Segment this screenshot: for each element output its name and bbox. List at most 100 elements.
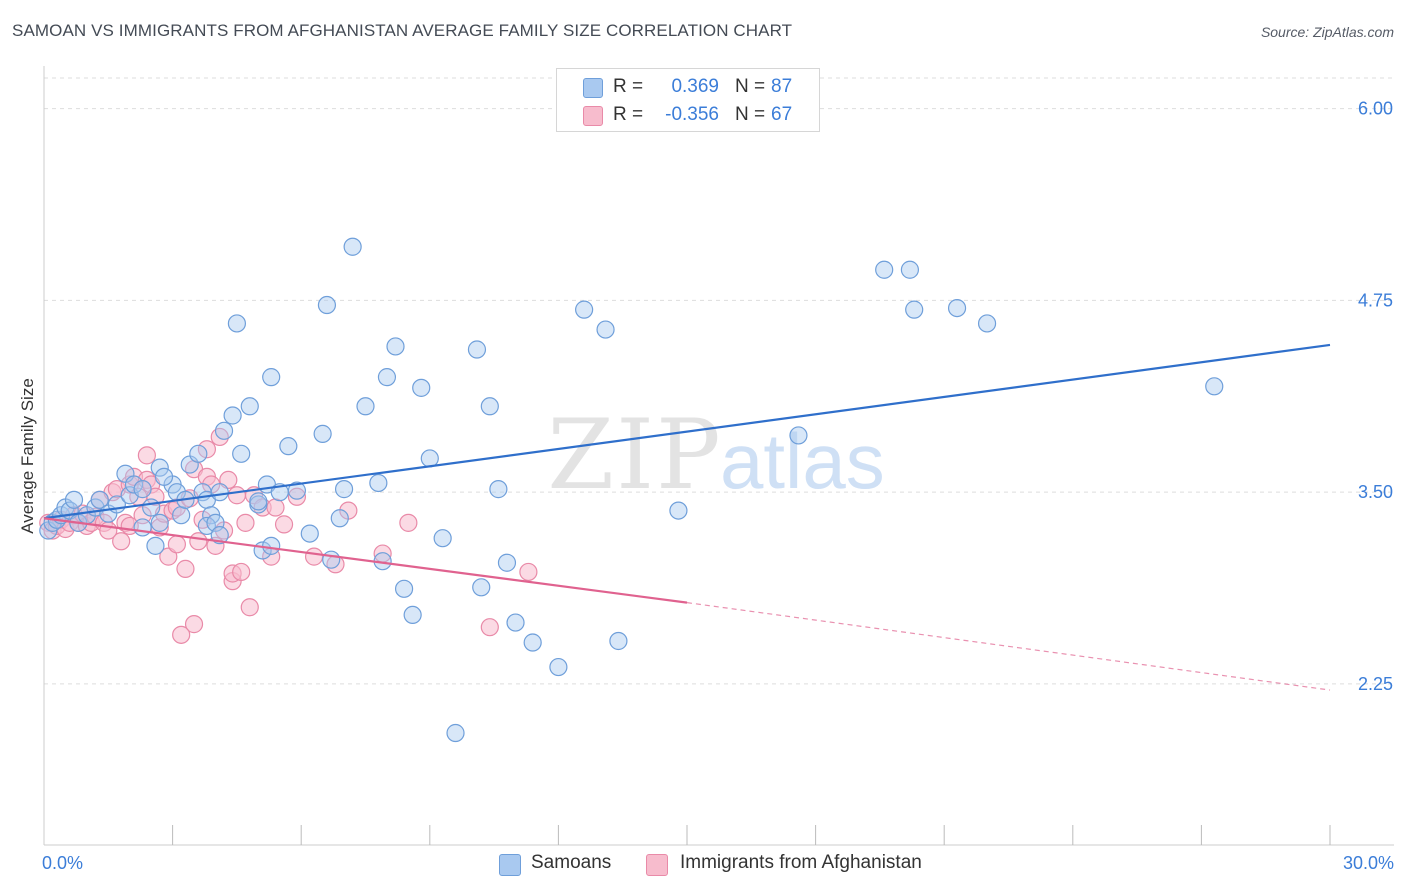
samoans-point — [249, 492, 268, 511]
samoans-point — [210, 526, 229, 545]
afghanistan-point — [266, 498, 285, 517]
samoans-point — [262, 368, 281, 387]
samoans-point — [150, 458, 169, 477]
afghanistan-swatch — [583, 106, 603, 126]
r-label: R = — [613, 76, 644, 97]
samoans-point — [343, 237, 362, 256]
afghanistan-point — [304, 547, 324, 566]
grid-lines — [44, 77, 1394, 685]
afghanistan-point — [112, 532, 131, 551]
chart-title: SAMOAN VS IMMIGRANTS FROM AFGHANISTAN AV… — [12, 21, 793, 40]
watermark-atlas: atlas — [720, 417, 885, 505]
samoans-point — [90, 490, 109, 509]
r-value: 0.369 — [671, 76, 719, 97]
samoans-trend-line — [43, 343, 1331, 520]
afghanistan-point — [184, 615, 204, 634]
samoans-point — [227, 314, 246, 333]
samoans-point — [334, 480, 354, 499]
samoans-point — [146, 536, 165, 555]
series-afghanistan-points — [39, 427, 538, 644]
watermark: ZIP atlas — [547, 399, 884, 511]
samoans-point — [223, 406, 242, 425]
samoans-point — [322, 550, 341, 569]
legend-swatch-samoans — [499, 854, 521, 876]
n-value: 67 — [771, 104, 793, 125]
samoans-point — [300, 524, 319, 543]
stats-box: R = 0.369 N = 87 R = -0.356 N = 67 — [556, 68, 820, 132]
legend-swatch-afghanistan — [646, 854, 668, 876]
y-tick-label: 2.25 — [1358, 674, 1393, 694]
samoans-point — [480, 397, 499, 416]
afghanistan-point — [240, 598, 259, 617]
n-label: N = — [735, 76, 766, 97]
samoans-point — [467, 340, 487, 359]
samoans-point — [875, 260, 894, 279]
samoans-point — [356, 397, 375, 416]
samoans-point — [669, 501, 688, 520]
samoans-point — [142, 498, 161, 517]
r-label: R = — [613, 104, 644, 125]
samoans-point — [446, 723, 465, 743]
y-tick-label: 3.50 — [1358, 482, 1393, 502]
samoans-point — [172, 506, 191, 525]
x-tick-label-min: 0.0% — [42, 853, 83, 873]
samoans-point — [905, 300, 924, 319]
afghanistan-point — [274, 515, 294, 534]
samoans-point — [609, 631, 628, 651]
afghanistan-point — [480, 618, 499, 637]
afghanistan-point — [227, 486, 246, 505]
samoans-point — [489, 480, 508, 499]
afghanistan-point — [399, 513, 418, 532]
samoans-point — [154, 467, 174, 486]
samoans-point — [394, 579, 414, 598]
samoans-point — [403, 605, 422, 625]
samoans-point — [386, 337, 405, 356]
legend-label-afghanistan: Immigrants from Afghanistan — [680, 852, 922, 873]
samoans-point — [377, 368, 397, 387]
afghanistan-point — [219, 470, 238, 490]
samoans-swatch — [583, 78, 603, 98]
series-samoans-points — [39, 237, 1224, 743]
afghanistan-point — [167, 535, 186, 554]
watermark-zip: ZIP — [547, 399, 722, 511]
samoans-point — [124, 475, 144, 494]
samoans-point — [232, 444, 251, 463]
trend-lines — [43, 343, 1331, 691]
afghanistan-point — [519, 562, 538, 582]
afghanistan-point — [197, 440, 216, 459]
samoans-point — [1205, 377, 1224, 396]
afghanistan-point — [137, 446, 156, 465]
samoans-point — [189, 444, 208, 463]
samoans-point — [279, 437, 298, 456]
samoans-point — [497, 553, 517, 572]
samoans-point — [523, 633, 542, 652]
afghanistan-point — [172, 625, 191, 644]
samoans-point — [412, 378, 431, 397]
samoans-point — [287, 481, 307, 500]
n-value: 87 — [771, 76, 793, 97]
samoans-point — [947, 299, 967, 318]
samoans-point — [330, 509, 349, 528]
samoans-point — [596, 320, 615, 339]
legend: Samoans Immigrants from Afghanistan — [0, 852, 1406, 878]
r-value: -0.356 — [665, 104, 719, 125]
y-axis-label: Average Family Size — [18, 378, 37, 534]
samoans-point — [210, 483, 229, 502]
samoans-point — [900, 260, 920, 279]
samoans-point — [133, 518, 152, 537]
samoans-point — [575, 300, 594, 319]
afghanistan-point — [159, 547, 178, 566]
samoans-point — [150, 513, 169, 532]
n-label: N = — [735, 104, 766, 125]
axes — [43, 66, 1394, 846]
samoans-point — [506, 613, 525, 632]
samoans-point — [214, 421, 234, 440]
afghanistan-point — [189, 532, 208, 551]
samoans-point — [64, 490, 84, 509]
afghanistan-point — [236, 513, 255, 532]
legend-label-samoans: Samoans — [531, 852, 612, 873]
samoans-point — [549, 657, 568, 677]
afghanistan-trend-extrapolation — [686, 602, 1331, 691]
samoans-point — [472, 578, 491, 597]
